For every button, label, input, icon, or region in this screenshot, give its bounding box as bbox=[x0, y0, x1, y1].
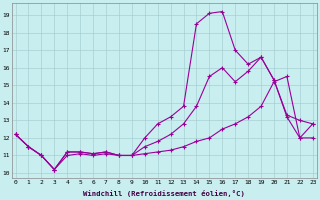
X-axis label: Windchill (Refroidissement éolien,°C): Windchill (Refroidissement éolien,°C) bbox=[83, 190, 245, 197]
